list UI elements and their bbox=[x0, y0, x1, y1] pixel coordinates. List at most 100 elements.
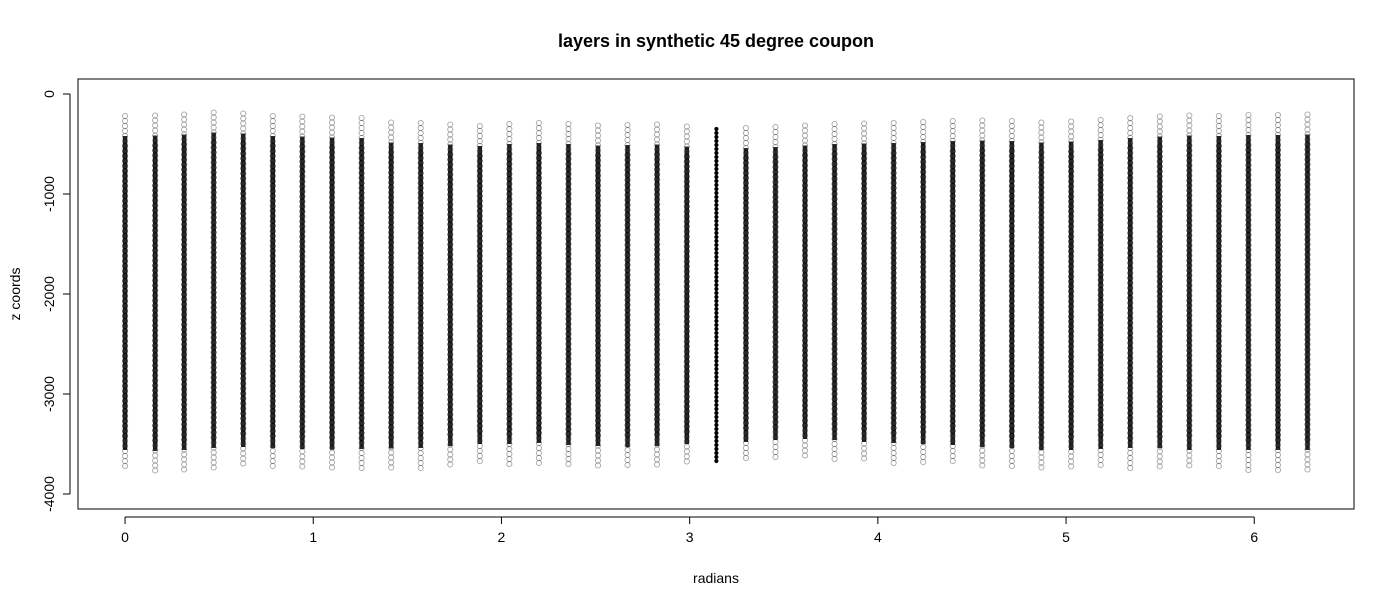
data-point bbox=[476, 452, 483, 460]
data-point bbox=[742, 139, 749, 147]
data-point bbox=[152, 437, 159, 444]
data-point bbox=[329, 129, 336, 136]
data-point bbox=[1008, 117, 1015, 125]
data-point bbox=[624, 461, 631, 469]
data-point bbox=[861, 125, 868, 132]
data-point bbox=[476, 437, 483, 445]
data-point bbox=[683, 428, 690, 435]
data-point bbox=[714, 298, 719, 304]
data-point bbox=[920, 428, 927, 436]
data-point-band bbox=[861, 143, 867, 442]
data-point bbox=[654, 446, 661, 453]
data-point bbox=[181, 121, 188, 128]
data-point-band bbox=[773, 147, 778, 440]
data-point bbox=[714, 410, 719, 416]
data-point bbox=[831, 440, 838, 448]
data-point bbox=[299, 443, 306, 450]
data-point bbox=[299, 448, 306, 455]
data-point bbox=[714, 214, 719, 220]
data-point bbox=[979, 117, 986, 124]
data-column bbox=[122, 112, 129, 470]
data-point bbox=[240, 435, 247, 442]
data-point bbox=[1008, 457, 1015, 465]
data-point bbox=[594, 122, 602, 129]
data-point bbox=[1304, 121, 1311, 128]
data-point bbox=[358, 449, 365, 457]
data-point bbox=[1245, 111, 1252, 119]
data-point bbox=[714, 126, 719, 132]
data-column bbox=[1097, 116, 1104, 469]
data-point bbox=[1068, 128, 1075, 135]
data-point bbox=[358, 114, 365, 122]
data-point bbox=[594, 442, 602, 449]
data-point bbox=[714, 406, 719, 412]
data-point bbox=[714, 358, 719, 364]
data-column bbox=[979, 117, 986, 469]
data-point bbox=[890, 434, 897, 442]
data-point bbox=[388, 434, 395, 441]
data-point bbox=[624, 451, 631, 459]
data-point bbox=[240, 115, 247, 122]
data-point bbox=[831, 445, 838, 453]
data-point bbox=[269, 437, 276, 445]
data-point bbox=[949, 447, 956, 455]
data-point bbox=[654, 441, 661, 448]
data-point bbox=[417, 134, 424, 142]
data-point bbox=[447, 431, 454, 438]
data-point bbox=[979, 452, 986, 459]
data-point bbox=[949, 132, 956, 140]
data-point bbox=[920, 123, 927, 131]
data-point bbox=[594, 432, 602, 439]
data-point bbox=[1274, 446, 1282, 454]
data-point bbox=[714, 450, 719, 456]
data-point bbox=[1008, 122, 1015, 130]
y-tick-label: 0 bbox=[41, 90, 57, 98]
data-point bbox=[1127, 129, 1134, 137]
data-point bbox=[506, 445, 513, 453]
data-point bbox=[714, 330, 719, 336]
data-point bbox=[269, 452, 276, 460]
data-point bbox=[1245, 116, 1252, 124]
data-point bbox=[1245, 441, 1252, 449]
data-point bbox=[122, 442, 129, 450]
data-column bbox=[1156, 113, 1163, 470]
data-column bbox=[388, 119, 395, 471]
data-point bbox=[772, 423, 779, 431]
data-point bbox=[1245, 436, 1252, 444]
data-point bbox=[1245, 461, 1252, 469]
data-point bbox=[535, 434, 542, 442]
data-point bbox=[181, 456, 188, 463]
data-point bbox=[152, 132, 159, 139]
data-point bbox=[565, 125, 572, 133]
data-point bbox=[742, 434, 749, 442]
data-point bbox=[299, 133, 306, 140]
data-point bbox=[329, 449, 336, 456]
data-point bbox=[714, 446, 719, 452]
data-point bbox=[447, 121, 454, 128]
data-point bbox=[210, 129, 217, 136]
data-point bbox=[506, 440, 513, 448]
data-point bbox=[329, 459, 336, 466]
data-point bbox=[1215, 112, 1222, 120]
data-point bbox=[1186, 127, 1193, 134]
data-point bbox=[565, 130, 572, 138]
data-point bbox=[565, 440, 572, 448]
data-point-band bbox=[1157, 136, 1162, 448]
data-point-band bbox=[1068, 141, 1074, 450]
data-point bbox=[1156, 448, 1163, 455]
data-point bbox=[181, 111, 188, 118]
data-column bbox=[152, 112, 159, 474]
data-point bbox=[714, 414, 719, 420]
data-column bbox=[329, 114, 336, 471]
data-point bbox=[1068, 458, 1075, 465]
data-point bbox=[1008, 452, 1015, 460]
data-point bbox=[152, 442, 159, 449]
data-point bbox=[714, 434, 719, 440]
data-point bbox=[683, 128, 690, 135]
data-point bbox=[240, 445, 247, 452]
data-point bbox=[594, 437, 602, 444]
data-point bbox=[1186, 112, 1193, 119]
data-point bbox=[1008, 447, 1015, 455]
data-point bbox=[594, 132, 602, 139]
data-point bbox=[417, 119, 424, 127]
